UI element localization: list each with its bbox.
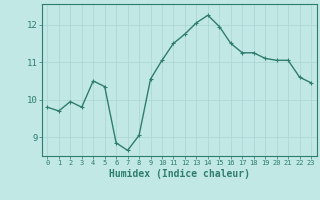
- X-axis label: Humidex (Indice chaleur): Humidex (Indice chaleur): [109, 169, 250, 179]
